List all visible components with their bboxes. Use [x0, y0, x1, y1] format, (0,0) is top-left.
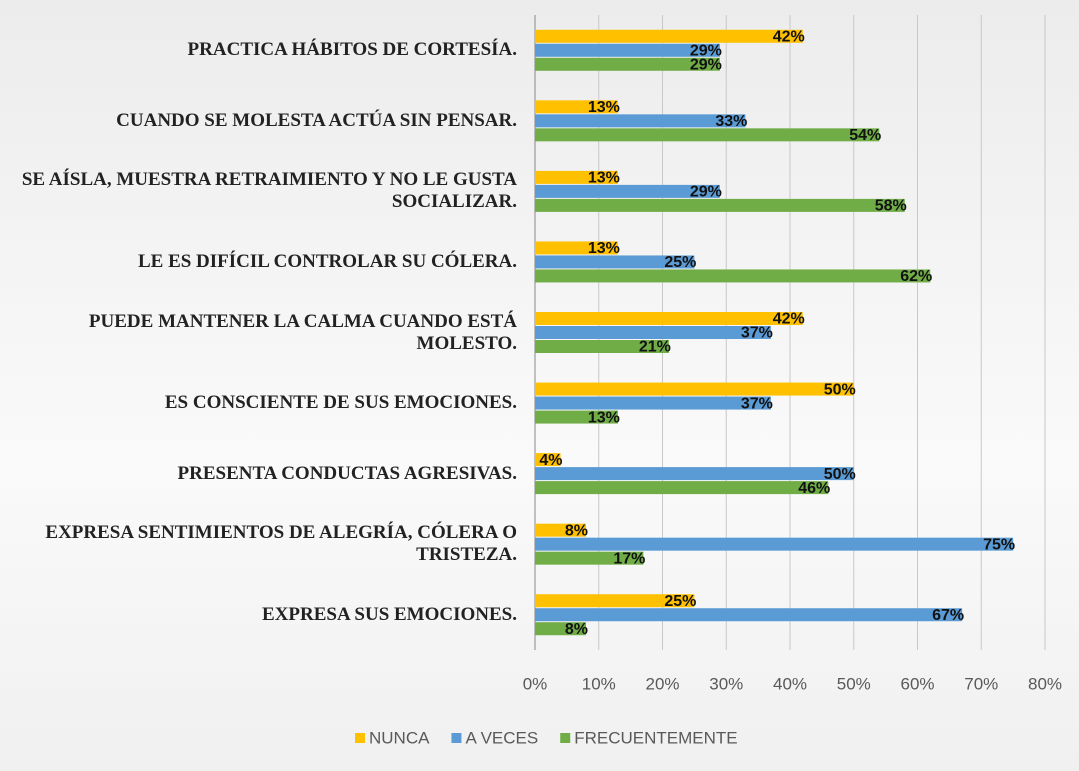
value-label: 8%	[565, 621, 588, 638]
value-label: 50%	[824, 466, 856, 483]
legend-swatch	[451, 733, 462, 743]
category-label: PRACTICA HÁBITOS DE CORTESÍA.	[187, 39, 517, 61]
legend-label: FRECUENTEMENTE	[574, 728, 737, 747]
bar	[535, 114, 746, 128]
value-label: 67%	[932, 607, 964, 624]
category-label: EXPRESA SENTIMIENTOS DE ALEGRÍA, CÓLERA …	[45, 522, 517, 566]
bar	[535, 551, 644, 565]
value-label: 13%	[588, 240, 620, 257]
value-label: 75%	[983, 536, 1015, 553]
bar	[535, 29, 803, 43]
x-tick-label: 0%	[523, 674, 548, 693]
value-label: 21%	[639, 339, 671, 356]
x-tick-label: 30%	[709, 674, 743, 693]
bar	[535, 43, 720, 57]
bar	[535, 170, 618, 184]
value-label: 25%	[664, 254, 696, 271]
value-label: 25%	[664, 593, 696, 610]
category-label: ES CONSCIENTE DE SUS EMOCIONES.	[164, 392, 517, 414]
bar	[535, 453, 561, 467]
value-label: 29%	[690, 184, 722, 201]
bar	[535, 481, 829, 495]
bar	[535, 312, 803, 325]
bar	[535, 100, 618, 114]
x-tick-label: 70%	[964, 674, 998, 693]
value-label: 33%	[715, 113, 747, 130]
bar	[535, 326, 771, 339]
value-label: 46%	[798, 480, 830, 497]
value-label: 13%	[588, 170, 620, 187]
category-label: PUEDE MANTENER LA CALMA CUANDO ESTÁ MOLE…	[88, 310, 517, 354]
bar	[535, 184, 720, 198]
value-label: 37%	[741, 325, 773, 342]
bar	[535, 410, 618, 424]
value-label: 58%	[875, 198, 907, 215]
bar	[535, 269, 931, 283]
bar	[535, 594, 695, 608]
bar	[535, 255, 695, 269]
legend-label: A VECES	[465, 728, 538, 747]
category-label: SE AÍSLA, MUESTRA RETRAIMIENTO Y NO LE G…	[21, 169, 517, 213]
x-tick-label: 20%	[645, 674, 679, 693]
value-label: 50%	[824, 381, 856, 398]
legend-label: NUNCA	[369, 728, 430, 747]
value-label: 62%	[900, 268, 932, 285]
category-label: CUANDO SE MOLESTA ACTÚA SIN PENSAR.	[116, 109, 517, 131]
bar	[535, 467, 854, 481]
bar	[535, 340, 669, 353]
x-tick-label: 80%	[1028, 674, 1062, 693]
bar	[535, 382, 854, 396]
value-label: 4%	[539, 452, 562, 469]
value-label: 29%	[690, 56, 722, 73]
legend-swatch	[560, 733, 571, 743]
x-tick-label: 50%	[837, 674, 871, 693]
category-label: LE ES DIFÍCIL CONTROLAR SU CÓLERA.	[137, 250, 517, 272]
value-label: 42%	[773, 28, 805, 45]
value-label: 8%	[565, 522, 588, 539]
bar	[535, 608, 963, 622]
value-label: 17%	[613, 550, 645, 567]
bar	[535, 198, 905, 212]
x-tick-label: 40%	[773, 674, 807, 693]
bar	[535, 396, 771, 410]
bar	[535, 622, 586, 636]
value-label: 13%	[588, 409, 620, 426]
category-label: PRESENTA CONDUCTAS AGRESIVAS.	[177, 462, 517, 484]
value-label: 42%	[773, 311, 805, 328]
x-tick-label: 10%	[582, 674, 616, 693]
bar	[535, 241, 618, 255]
x-tick-label: 60%	[900, 674, 934, 693]
bar	[535, 128, 880, 142]
value-label: 37%	[741, 395, 773, 412]
bar	[535, 523, 586, 537]
category-label: EXPRESA SUS EMOCIONES.	[262, 603, 517, 625]
value-label: 13%	[588, 99, 620, 116]
legend-swatch	[355, 733, 365, 743]
bar	[535, 537, 1014, 551]
bar	[535, 57, 720, 71]
value-label: 54%	[849, 127, 881, 144]
value-label: 29%	[690, 42, 722, 59]
